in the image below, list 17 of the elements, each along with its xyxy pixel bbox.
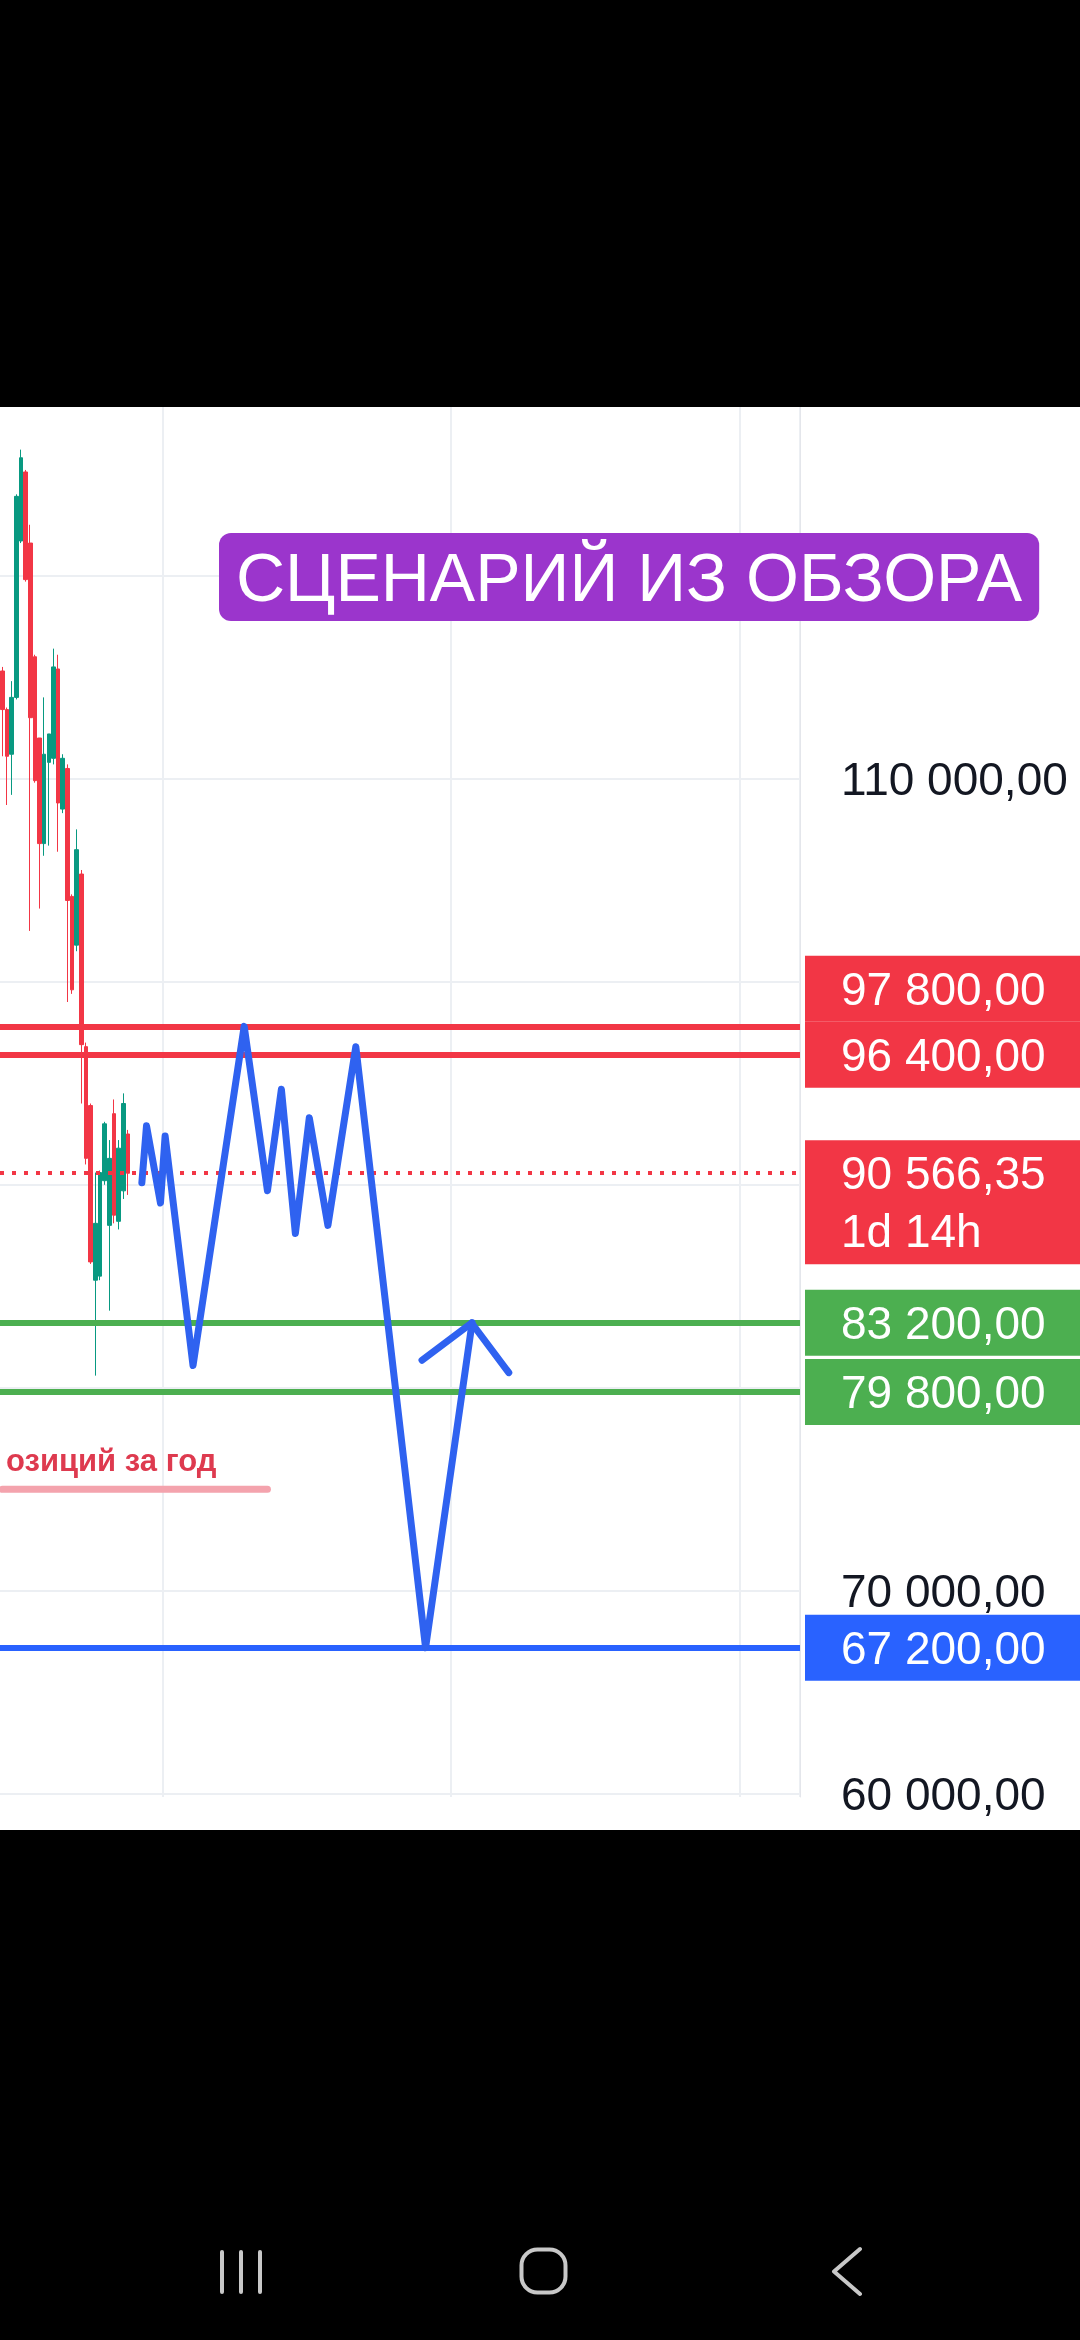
ref-line-label: 97 800,00 [841,962,1046,1015]
candlestick [93,1172,98,1377]
candlestick [60,753,65,814]
ref-line-label: 83 200,00 [841,1296,1046,1349]
ref-line-label: 90 566,35 1d 14h [841,1147,1046,1258]
ref-line-label: 96 400,00 [841,1028,1046,1081]
y-tick-label: 110 000,00 [841,752,1068,805]
candlestick [56,654,60,853]
candlestick [126,1129,130,1196]
y-tick-label: 60 000,00 [841,1767,1046,1820]
candlestick [74,828,79,952]
ref-line-label: 67 200,00 [841,1621,1046,1674]
ref-line-label: 79 800,00 [841,1365,1046,1418]
y-tick-label: 70 000,00 [841,1564,1046,1617]
annotation: озиций за год [6,1443,217,1479]
candlestick [65,763,70,1003]
text: СЦЕНАРИЙ ИЗ ОБЗОРА [236,539,1023,615]
